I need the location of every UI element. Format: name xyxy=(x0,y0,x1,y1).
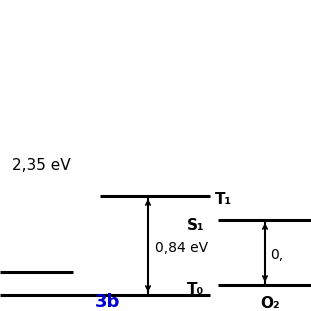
Text: 2,35 eV: 2,35 eV xyxy=(12,158,71,173)
Text: 0,84 eV: 0,84 eV xyxy=(155,241,208,255)
Text: S₁: S₁ xyxy=(186,217,204,233)
Text: 3b: 3b xyxy=(95,293,121,311)
Text: T₁: T₁ xyxy=(215,193,232,207)
Text: 0,: 0, xyxy=(270,248,283,262)
Text: T₀: T₀ xyxy=(187,281,204,296)
Text: O₂: O₂ xyxy=(260,296,280,311)
